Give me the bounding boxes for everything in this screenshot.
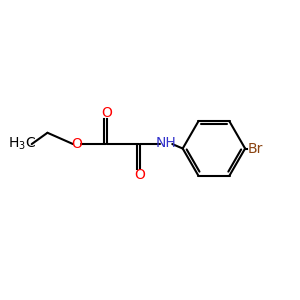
Text: O: O bbox=[134, 168, 145, 182]
Text: Br: Br bbox=[247, 142, 262, 155]
Text: O: O bbox=[101, 106, 112, 120]
Text: O: O bbox=[72, 137, 83, 151]
Text: $\mathsf{H_3C}$: $\mathsf{H_3C}$ bbox=[8, 136, 36, 152]
Text: NH: NH bbox=[156, 136, 177, 150]
